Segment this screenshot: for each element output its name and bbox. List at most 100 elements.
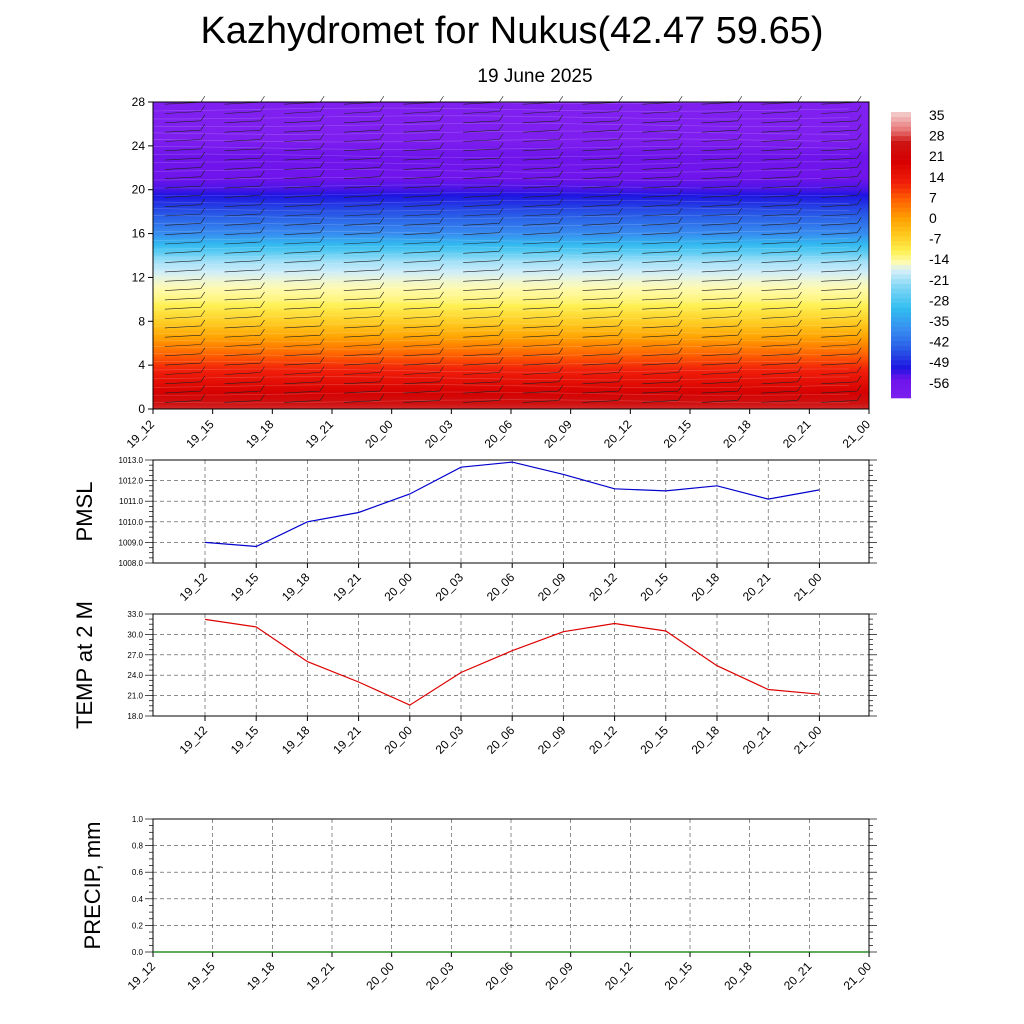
x-tick-label: 20_06: [482, 417, 516, 451]
wind-barb: [821, 301, 862, 310]
wind-barb: [463, 329, 504, 338]
x-tick-label: 21_00: [840, 417, 874, 451]
wind-barb: [463, 263, 504, 273]
wind-barb: [284, 329, 325, 338]
wind-barb: [821, 151, 862, 161]
wind-barb: [522, 273, 564, 282]
wind-barb: [701, 198, 743, 207]
wind-barb: [284, 347, 325, 357]
wind-barb: [284, 207, 325, 217]
wind-barb: [343, 273, 385, 282]
isotherm-contour: [152, 292, 850, 296]
wind-barb: [761, 310, 802, 319]
wind-barb: [164, 384, 206, 394]
temperature-field: [153, 102, 869, 409]
wind-barb: [701, 254, 743, 263]
wind-barb: [821, 329, 862, 338]
wind-barb: [284, 245, 325, 254]
wind-barb: [343, 189, 385, 198]
wind-barb: [463, 273, 504, 282]
wind-barb: [701, 189, 743, 198]
wind-barb: [821, 310, 862, 319]
y-tick-label: 1012.0: [119, 477, 144, 486]
wind-barb: [821, 189, 862, 198]
wind-barb: [821, 161, 862, 170]
isotherm-contour: [152, 368, 850, 373]
wind-barb: [343, 124, 385, 133]
wind-barb: [582, 291, 623, 301]
wind-barb: [403, 124, 444, 133]
wind-barb: [642, 124, 683, 133]
wind-barb: [403, 226, 444, 235]
wind-barb: [463, 338, 504, 347]
x-tick-label: 20_12: [602, 959, 636, 993]
isotherm-contour: [152, 330, 850, 335]
wind-barb: [642, 301, 683, 310]
wind-barb: [284, 133, 325, 142]
y-axis-label: TEMP at 2 M: [72, 601, 97, 729]
y-tick-label: 8: [138, 314, 145, 328]
wind-barb: [164, 347, 206, 357]
wind-barb: [403, 254, 444, 263]
isotherm-contour: [152, 176, 850, 181]
wind-barb: [821, 235, 862, 245]
wind-barb: [403, 329, 444, 338]
wind-barb: [164, 375, 206, 385]
wind-barb: [284, 310, 325, 319]
wind-barb: [761, 114, 802, 124]
x-tick-label: 20_00: [363, 959, 397, 993]
wind-barb: [224, 133, 265, 142]
wind-barb: [284, 179, 325, 189]
y-axis-label: PRECIP, mm: [80, 822, 105, 950]
wind-barb: [224, 151, 265, 161]
wind-barb: [582, 263, 623, 273]
isotherm-contour: [152, 222, 850, 227]
wind-barb: [582, 394, 623, 403]
wind-barb: [821, 96, 862, 105]
wind-barb: [701, 133, 743, 142]
wind-barb: [582, 96, 623, 105]
wind-barb: [164, 179, 206, 189]
wind-barb: [821, 198, 862, 207]
wind-barb: [224, 384, 265, 394]
wind-barb: [343, 114, 385, 124]
wind-barb: [403, 142, 444, 152]
wind-barb: [761, 254, 802, 263]
wind-barb: [343, 282, 385, 291]
wind-barb: [164, 263, 206, 273]
wind-barb: [701, 273, 743, 282]
wind-barb: [343, 133, 385, 142]
wind-barb: [224, 301, 265, 310]
wind-barb: [761, 217, 802, 226]
wind-barb: [224, 263, 265, 273]
wind-barb: [224, 170, 265, 179]
wind-barb: [642, 394, 683, 403]
wind-barb: [761, 301, 802, 310]
wind-barb: [701, 338, 743, 347]
isotherm-contour: [152, 192, 850, 196]
x-tick-label: 19_21: [330, 723, 364, 757]
wind-barb: [642, 310, 683, 319]
wind-barb: [701, 366, 743, 375]
wind-barb: [582, 189, 623, 198]
wind-barb: [821, 114, 862, 124]
isotherm-contour: [152, 299, 849, 304]
wind-barb: [522, 105, 564, 114]
wind-barb: [761, 245, 802, 254]
wind-barb: [522, 114, 564, 124]
x-tick-label: 19_21: [330, 570, 364, 604]
colorbar-box: [891, 126, 911, 132]
y-tick-label: 28: [132, 95, 146, 109]
colorbar-box: [891, 278, 911, 284]
wind-barb: [701, 356, 743, 366]
wind-barb: [224, 207, 265, 217]
colorbar-box: [891, 364, 911, 370]
colorbar-label: -14: [929, 251, 949, 267]
wind-barb: [463, 235, 504, 245]
x-tick-label: 20_18: [689, 723, 723, 757]
wind-barb: [761, 263, 802, 273]
wind-barb: [761, 394, 802, 403]
wind-barb: [642, 114, 683, 124]
wind-barb: [701, 226, 743, 235]
wind-barb: [343, 207, 385, 217]
